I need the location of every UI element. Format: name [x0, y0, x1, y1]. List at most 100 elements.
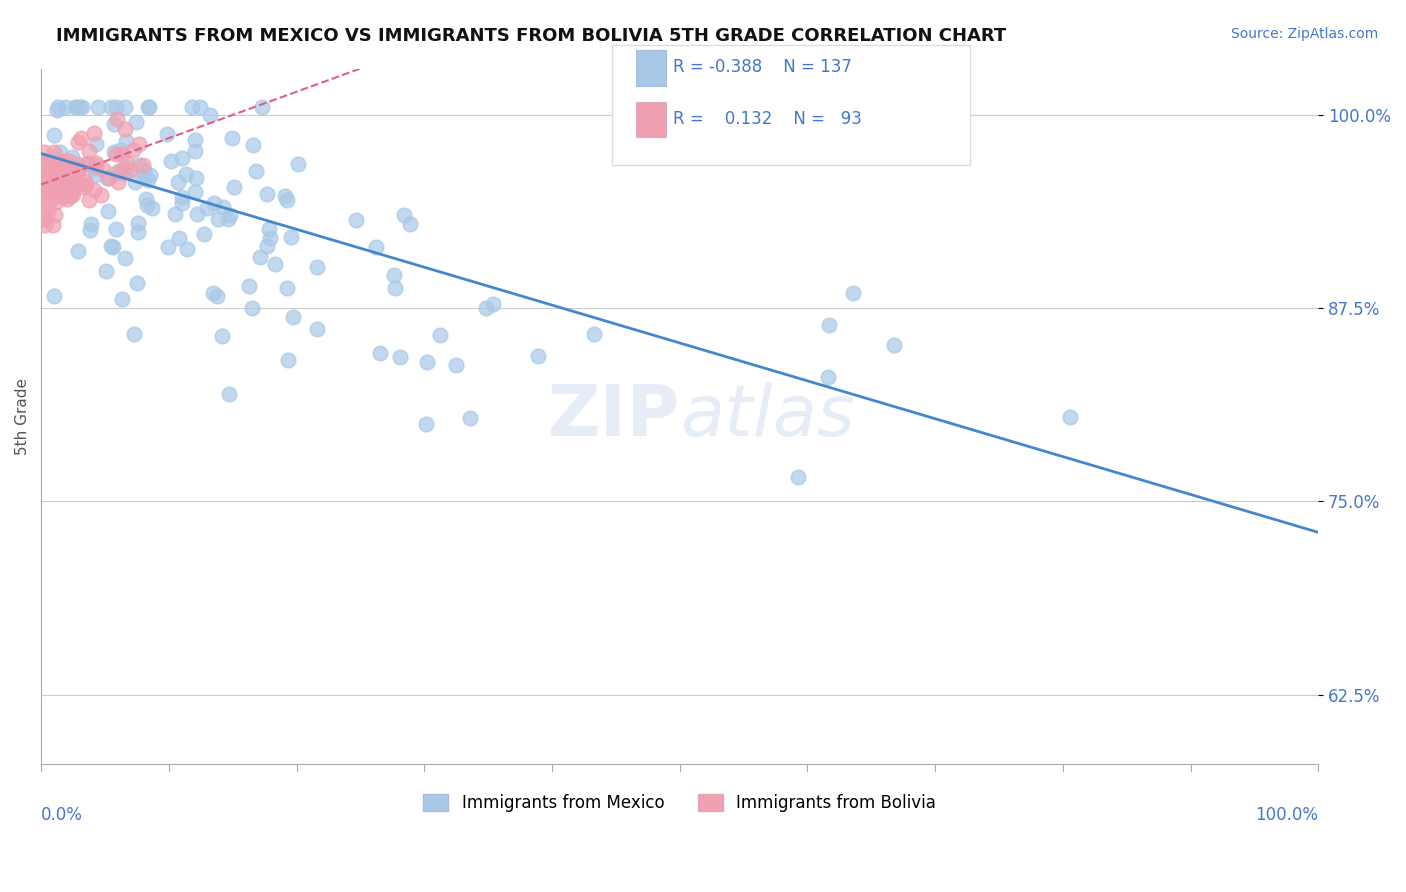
Point [83, 161, 105, 175]
Point [90, 187, 112, 202]
Point [39, 170, 62, 185]
Point [135, 192, 157, 206]
Point [75, 156, 97, 170]
Point [111, 166, 134, 180]
Point [156, 127, 179, 141]
Point [134, 163, 156, 178]
Point [136, 100, 159, 114]
Point [42, 178, 65, 193]
Point [67, 244, 90, 259]
Point [366, 240, 388, 254]
Point [32, 145, 55, 159]
Point [86, 136, 108, 151]
Point [37, 169, 59, 183]
Point [38, 182, 60, 196]
Point [45, 160, 67, 174]
Point [32, 186, 55, 200]
Point [202, 196, 225, 211]
Point [49, 157, 72, 171]
Point [39, 181, 62, 195]
Point [32, 174, 55, 188]
Point [32, 211, 55, 226]
Point [817, 370, 839, 384]
Point [193, 227, 215, 241]
Point [42, 288, 65, 302]
Point [73, 180, 96, 194]
Point [42, 145, 65, 159]
Point [219, 208, 242, 222]
Point [34, 218, 56, 232]
Point [245, 163, 267, 178]
Point [59, 186, 82, 200]
Point [252, 100, 274, 114]
Point [37, 153, 59, 168]
Point [52, 153, 75, 168]
Point [48, 145, 70, 160]
Point [392, 208, 415, 222]
Point [56, 192, 79, 206]
Point [277, 352, 299, 367]
Point [46, 179, 69, 194]
Point [87, 100, 110, 114]
Text: Source: ZipAtlas.com: Source: ZipAtlas.com [1230, 27, 1378, 41]
Text: IMMIGRANTS FROM MEXICO VS IMMIGRANTS FROM BOLIVIA 5TH GRADE CORRELATION CHART: IMMIGRANTS FROM MEXICO VS IMMIGRANTS FRO… [56, 27, 1007, 45]
Point [264, 257, 287, 271]
Point [45, 194, 67, 209]
Point [41, 184, 63, 198]
Point [107, 163, 129, 178]
Point [38, 169, 60, 184]
Text: atlas: atlas [679, 382, 855, 450]
Point [52, 158, 75, 172]
Point [51, 179, 73, 194]
Point [389, 350, 412, 364]
Point [114, 100, 136, 114]
Point [184, 133, 207, 147]
Point [132, 158, 155, 172]
Point [110, 162, 132, 177]
Point [42, 189, 65, 203]
Point [127, 216, 149, 230]
Point [122, 326, 145, 341]
Point [167, 231, 190, 245]
Point [62, 186, 84, 201]
Point [170, 196, 193, 211]
Point [415, 417, 437, 431]
Point [128, 137, 150, 152]
Point [69, 100, 91, 114]
Point [249, 250, 271, 264]
Point [132, 170, 155, 185]
Point [198, 108, 221, 122]
Point [38, 195, 60, 210]
Point [32, 190, 55, 204]
Point [66, 157, 89, 171]
Text: 0.0%: 0.0% [41, 806, 83, 824]
Point [56, 177, 79, 191]
Point [136, 198, 159, 212]
Point [100, 100, 122, 114]
Text: R =    0.132    N =   93: R = 0.132 N = 93 [673, 110, 862, 128]
Point [256, 239, 278, 253]
Point [842, 285, 865, 300]
Point [444, 359, 467, 373]
Point [218, 387, 240, 401]
Point [127, 277, 149, 291]
Point [207, 211, 229, 226]
Point [122, 144, 145, 158]
Point [51, 190, 73, 204]
Point [55, 176, 77, 190]
Point [167, 176, 190, 190]
Point [69, 176, 91, 190]
Point [138, 100, 160, 114]
Point [276, 194, 298, 208]
Text: R = -0.388    N = 137: R = -0.388 N = 137 [673, 58, 852, 76]
Point [49, 174, 72, 188]
Point [77, 144, 100, 158]
Point [83, 126, 105, 140]
Point [212, 200, 235, 214]
Point [35, 154, 58, 169]
Point [222, 180, 245, 194]
Point [114, 122, 136, 136]
Point [205, 288, 228, 302]
Point [83, 183, 105, 197]
Point [66, 165, 89, 179]
